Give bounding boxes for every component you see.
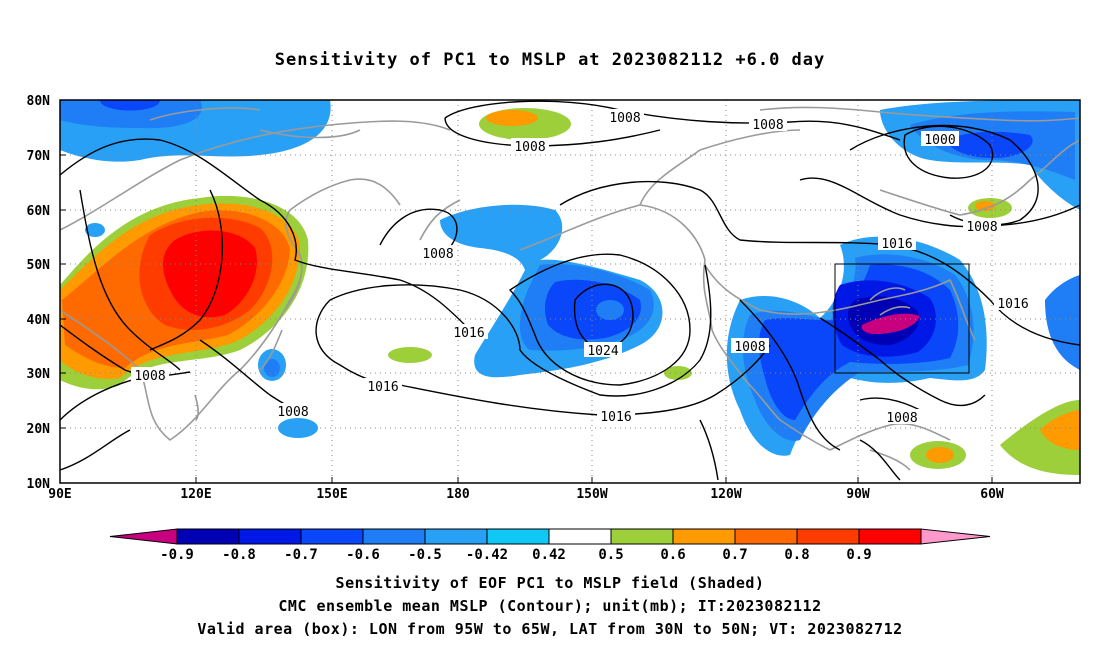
colorbar-labels: -0.9 -0.8 -0.7 -0.6 -0.5 -0.42 0.42 0.5 0.6 0.7 0.… <box>160 547 872 563</box>
contour-label: 1008 <box>749 116 787 133</box>
contour-label-text: 1016 <box>453 326 484 341</box>
contour-label: 1016 <box>878 235 916 252</box>
colorbar <box>109 528 991 545</box>
colorbar-tick-label: -0.9 <box>160 547 194 563</box>
contour-label-text: 1008 <box>277 405 308 420</box>
colorbar-tick-label: 0.8 <box>784 547 809 563</box>
lat-label: 50N <box>27 258 51 273</box>
contour-label: 1008 <box>606 109 644 126</box>
lat-label: 80N <box>27 94 51 109</box>
colorbar-max-arrow <box>920 528 991 545</box>
lat-axis: 80N 70N 60N 50N 40N 30N 20N 10N <box>27 94 51 492</box>
lon-label: 90E <box>48 487 71 502</box>
shaded-field <box>60 100 1080 475</box>
lon-label: 60W <box>980 487 1004 502</box>
contour-label: 1008 <box>883 409 921 426</box>
contour-label-text: 1008 <box>886 411 917 426</box>
contour-label-text: 1008 <box>734 340 765 355</box>
contour-label: 1008 <box>131 367 169 384</box>
contour-label: 1016 <box>597 408 635 425</box>
axis-ticks <box>60 154 993 483</box>
lat-label: 40N <box>27 313 51 328</box>
colorbar-tick-label: -0.5 <box>408 547 442 563</box>
lon-label: 150E <box>316 487 347 502</box>
contour-label-text: 1016 <box>367 380 398 395</box>
contour-label-text: 1000 <box>924 133 955 148</box>
lat-label: 30N <box>27 367 51 382</box>
colorbar-min-arrow <box>109 528 178 545</box>
contour-label: 1000 <box>921 131 959 148</box>
colorbar-swatch <box>238 528 302 545</box>
caption-contour: CMC ensemble mean MSLP (Contour); unit(m… <box>278 597 822 615</box>
contour-label-text: 1008 <box>609 111 640 126</box>
lat-label: 10N <box>27 477 51 492</box>
lat-label: 70N <box>27 149 51 164</box>
colorbar-tick-label: 0.9 <box>846 547 871 563</box>
colorbar-tick-label: 0.5 <box>598 547 623 563</box>
colorbar-tick-label: -0.7 <box>284 547 318 563</box>
lon-label: 120W <box>710 487 741 502</box>
valid-area-box <box>834 263 970 374</box>
colorbar-swatch <box>610 528 674 545</box>
colorbar-tick-label: -0.6 <box>346 547 380 563</box>
contour-label: 1008 <box>963 218 1001 235</box>
colorbar-swatch <box>796 528 860 545</box>
lon-label: 150W <box>576 487 607 502</box>
colorbar-swatch <box>424 528 488 545</box>
contour-label: 1016 <box>994 295 1032 312</box>
contour-labels: 1008 1008 1008 1000 1008 1016 1016 1008 1016 1024… <box>131 109 1032 426</box>
colorbar-tick-label: 0.42 <box>532 547 566 563</box>
contour-label: 1016 <box>364 378 402 395</box>
colorbar-swatch <box>176 528 240 545</box>
contour-label-text: 1008 <box>514 140 545 155</box>
contour-label: 1016 <box>450 324 488 341</box>
plot-frame <box>59 99 1081 484</box>
contour-label-text: 1016 <box>881 237 912 252</box>
caption-shaded: Sensitivity of EOF PC1 to MSLP field (Sh… <box>335 574 765 592</box>
colorbar-tick-label: 0.7 <box>722 547 747 563</box>
colorbar-swatch <box>362 528 426 545</box>
colorbar-swatch <box>300 528 364 545</box>
lat-label: 60N <box>27 204 51 219</box>
colorbar-swatch <box>672 528 736 545</box>
colorbar-swatch <box>734 528 798 545</box>
colorbar-tick-label: -0.42 <box>466 547 508 563</box>
colorbar-swatch <box>486 528 550 545</box>
contour-label-text: 1008 <box>134 369 165 384</box>
mslp-contours <box>60 100 1080 481</box>
colorbar-swatch <box>858 528 922 545</box>
caption-valid-area: Valid area (box): LON from 95W to 65W, L… <box>197 620 903 638</box>
colorbar-tick-label: -0.8 <box>222 547 256 563</box>
contour-label-text: 1008 <box>966 220 997 235</box>
colorbar-tick-label: 0.6 <box>660 547 685 563</box>
contour-label: 1008 <box>511 138 549 155</box>
map-title: Sensitivity of PC1 to MSLP at 2023082112… <box>274 50 826 70</box>
contour-label-text: 1024 <box>587 344 618 359</box>
contour-label: 1024 <box>584 342 622 359</box>
lon-label: 120E <box>180 487 211 502</box>
contour-label: 1008 <box>731 338 769 355</box>
lon-label: 180 <box>446 487 470 502</box>
contour-label: 1008 <box>419 245 457 262</box>
contour-label-text: 1008 <box>752 118 783 133</box>
lon-label: 90W <box>846 487 870 502</box>
contour-label: 1008 <box>274 403 312 420</box>
lon-axis: 90E 120E 150E 180 150W 120W 90W 60W <box>48 487 1004 502</box>
contour-label-text: 1008 <box>422 247 453 262</box>
colorbar-swatch <box>548 528 612 545</box>
lat-label: 20N <box>27 422 51 437</box>
contour-label-text: 1016 <box>997 297 1028 312</box>
contour-label-text: 1016 <box>600 410 631 425</box>
